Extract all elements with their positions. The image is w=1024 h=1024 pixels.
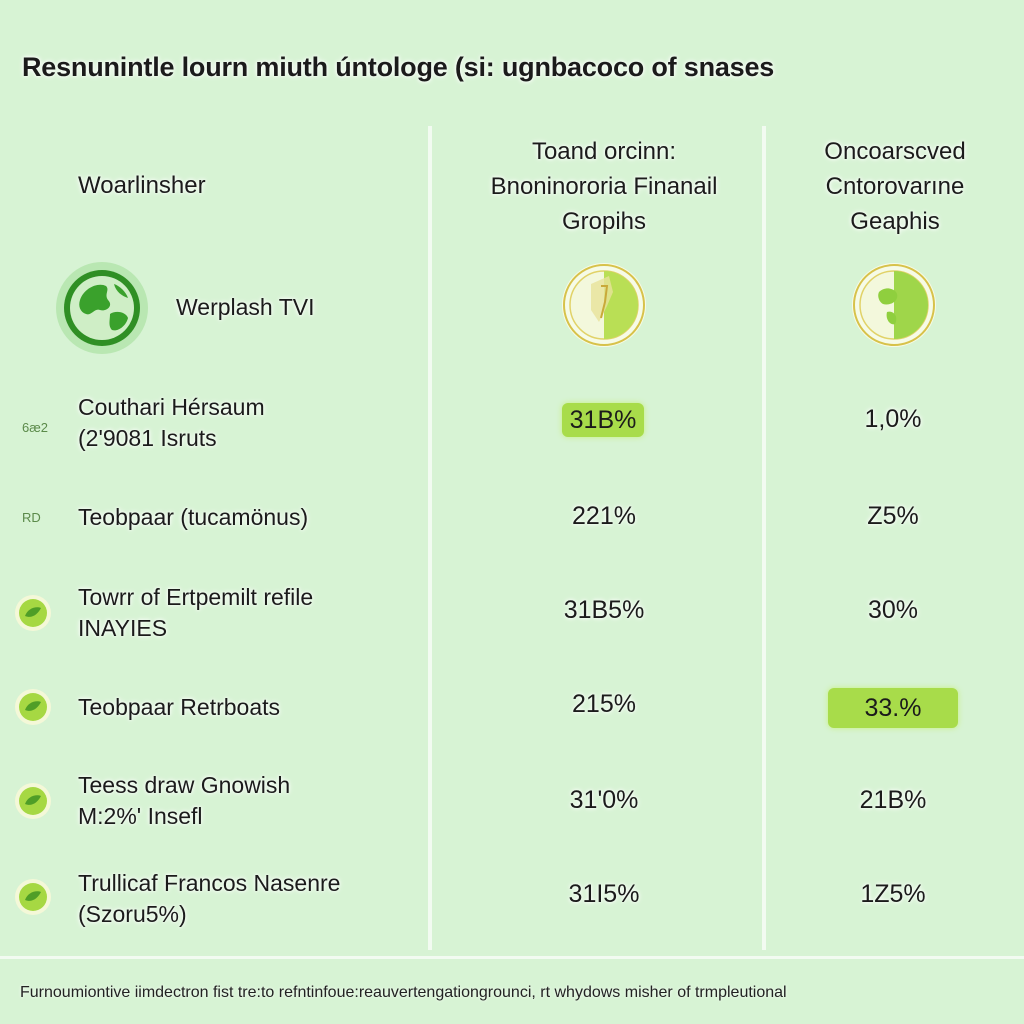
table-cell-value: 1Z5% (860, 880, 926, 908)
column-header-mid-line1: Toand orcinn: (531, 138, 677, 165)
table-row-label: Teobpaar Retrboats (78, 692, 280, 723)
table-row-label: Teobpaar (tucamönus) (78, 502, 308, 533)
row-label-line: M:2%' Insefl (78, 803, 203, 829)
row-label-line: (Szoru5%) (78, 901, 187, 927)
column-header-right: Oncoarscved Cntorovarıne Geaphis (772, 134, 1018, 239)
column-header-right-line2: Cntorovarıne (825, 173, 965, 200)
table-cell-value: 31I5% (568, 880, 640, 908)
row-label-line: Towrr of Ertpemilt refile (78, 584, 314, 610)
column-header-left: Woarlinsher (78, 172, 206, 199)
column-header-right-line3: Geaphis (850, 208, 940, 235)
table-cell-value: 221% (572, 502, 636, 530)
leaf-badge-icon (15, 783, 51, 819)
column-header-mid-line3: Gropihs (561, 208, 647, 235)
row-label-line: Couthari Hérsaum (78, 394, 265, 420)
table-cell-value: 1,0% (864, 405, 922, 433)
table-row-label: Towrr of Ertpemilt refile INAYIES (78, 582, 313, 644)
column-divider-right (762, 126, 766, 950)
footer-note: Furnoumiontive iimdectron fist tre:to re… (20, 984, 787, 1001)
row-label-line: Teess draw Gnowish (78, 772, 291, 798)
table-cell-value: 33.% (828, 688, 958, 728)
column-header-mid-line2: Bnoninororia Finanail (490, 173, 718, 200)
row-label-line: Trullicaf Francos Nasenre (78, 870, 341, 896)
row-label-line: Teobpaar (tucamönus) (78, 504, 309, 530)
row-label-line: INAYIES (78, 615, 168, 641)
footer-divider (0, 956, 1024, 959)
page-title: Resnunintle lourn miuth úntologe (si: ug… (22, 52, 775, 82)
leaf-badge-icon (15, 689, 51, 725)
table-cell-value: Z5% (867, 502, 919, 530)
globe-badge-icon (562, 263, 646, 347)
globe-badge-icon (852, 263, 936, 347)
row-tag: RD (22, 510, 41, 525)
leaf-badge-icon (15, 879, 51, 915)
table-row-label: Couthari Hérsaum (2'9081 Isruts (78, 392, 265, 454)
row-label-line: (2'9081 Isruts (78, 425, 217, 451)
column-divider-left (428, 126, 432, 950)
table-cell-value: 31'0% (569, 786, 639, 814)
column-header-mid: Toand orcinn: Bnoninororia Finanail Grop… (440, 134, 768, 239)
brand-label: Werplash TVI (176, 294, 315, 320)
table-cell-value: 30% (867, 596, 919, 624)
row-tag: 6æ2 (22, 420, 49, 435)
column-header-right-line1: Oncoarscved (824, 138, 966, 165)
table-row-label: Trullicaf Francos Nasenre (Szoru5%) (78, 868, 340, 930)
table-cell-value: 21B% (859, 786, 927, 814)
globe-icon (56, 262, 148, 354)
row-label-line: Teobpaar Retrboats (78, 694, 281, 720)
table-row-label: Teess draw Gnowish M:2%' Insefl (78, 770, 290, 832)
table-cell-value: 31B% (562, 403, 644, 437)
table-cell-value: 31B5% (563, 596, 645, 624)
table-cell-value: 215% (572, 690, 636, 718)
leaf-badge-icon (15, 595, 51, 631)
